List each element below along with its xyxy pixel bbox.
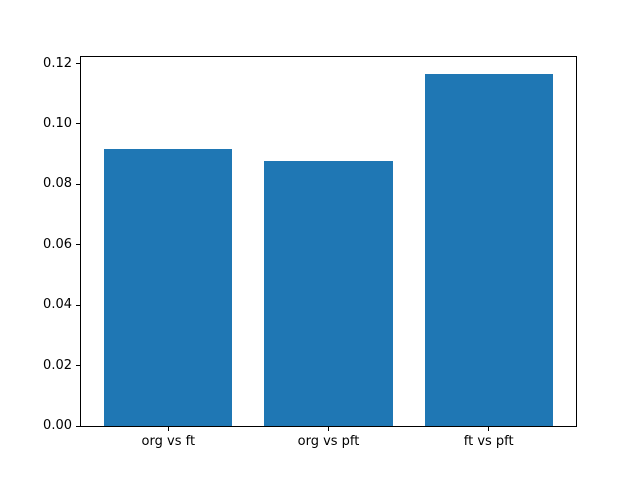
y-tick-label: 0.10 (43, 115, 72, 131)
plot-area (80, 56, 577, 427)
y-tick-mark (76, 365, 80, 367)
x-tick-label: ft vs pft (463, 434, 514, 449)
y-tick-label: 0.04 (43, 297, 72, 313)
y-tick-label: 0.12 (43, 55, 72, 71)
x-tick-mark (488, 427, 490, 431)
y-tick-label: 0.00 (43, 418, 72, 433)
y-tick-mark (76, 63, 80, 65)
y-tick-label: 0.02 (43, 357, 72, 373)
y-tick-label: 0.08 (43, 176, 72, 192)
y-tick-mark (76, 425, 80, 427)
bar (104, 148, 233, 426)
bar (264, 160, 393, 426)
y-tick-label: 0.06 (43, 236, 72, 252)
y-tick-mark (76, 123, 80, 125)
x-tick-label: org vs ft (141, 434, 196, 449)
bar (424, 73, 553, 426)
y-tick-mark (76, 244, 80, 246)
y-tick-mark (76, 183, 80, 185)
x-tick-mark (328, 427, 329, 431)
x-tick-mark (167, 427, 169, 431)
y-tick-mark (76, 304, 80, 306)
x-tick-label: org vs pft (297, 434, 360, 449)
